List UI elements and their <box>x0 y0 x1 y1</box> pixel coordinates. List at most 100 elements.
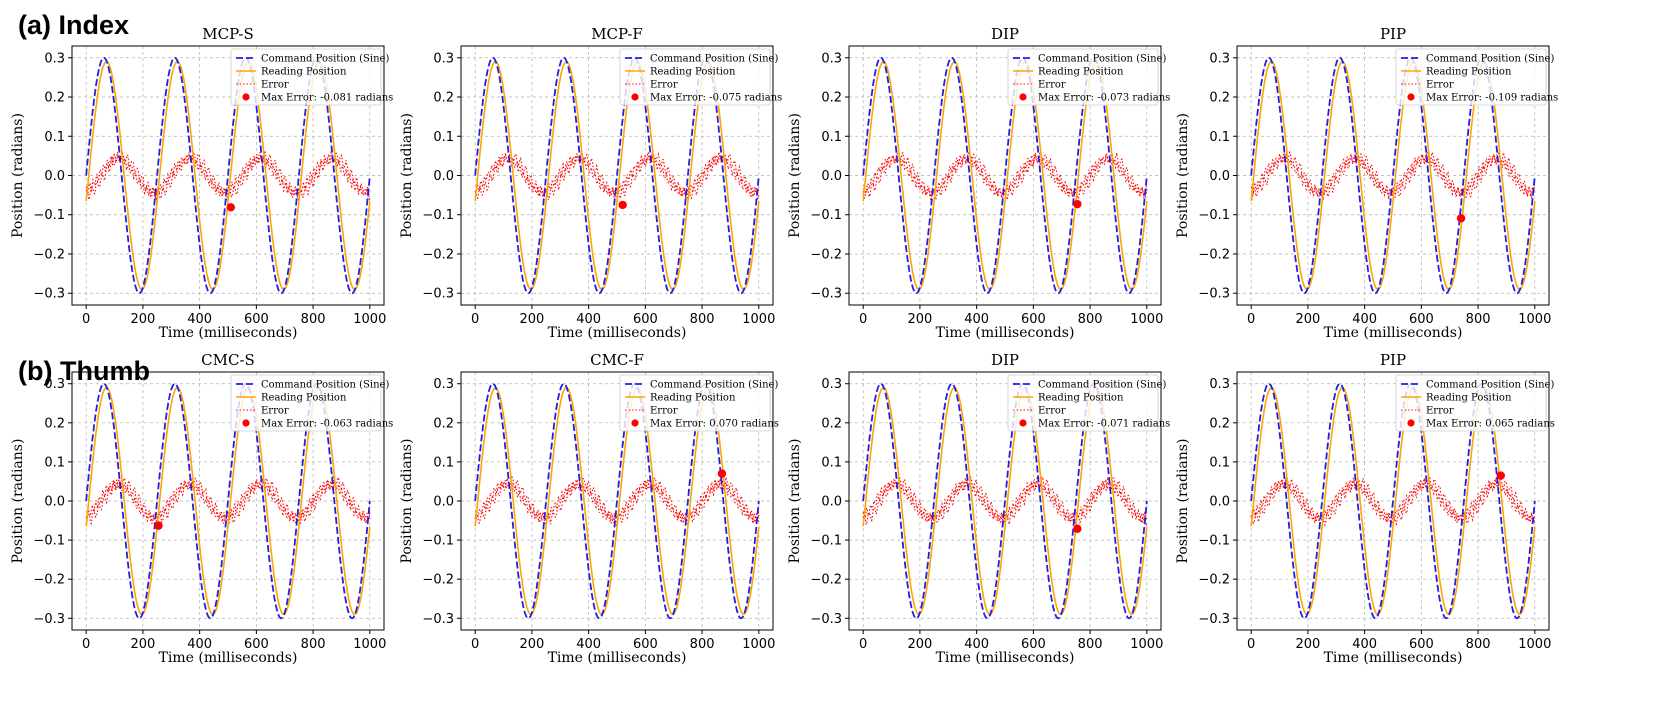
x-tick-label: 800 <box>690 312 715 327</box>
x-axis-label: Time (milliseconds) <box>159 650 298 666</box>
legend-label: Reading Position <box>261 393 347 404</box>
y-tick-label: −0.1 <box>810 208 842 223</box>
x-tick-label: 400 <box>576 312 601 327</box>
y-tick-label: 0.0 <box>433 495 454 510</box>
legend-label: Max Error: 0.065 radians <box>1426 419 1555 430</box>
series-command-position <box>862 56 1148 295</box>
legend-handle-max-error <box>1407 93 1415 101</box>
y-tick-label: −0.1 <box>422 534 454 549</box>
row-label-thumb: (b) Thumb <box>18 356 150 386</box>
x-tick-label: 200 <box>907 637 932 652</box>
y-tick-label: −0.3 <box>33 287 65 302</box>
legend-label: Command Position (Sine) <box>650 380 778 391</box>
legend-label: Max Error: -0.073 radians <box>1038 93 1170 104</box>
x-tick-label: 400 <box>1352 637 1377 652</box>
x-tick-label: 200 <box>130 637 155 652</box>
panel-index-1: 0 200 400 600 800 1000 0.3 0.2 0.1 0.0 −0.1 −0.2 −0.… <box>10 25 393 341</box>
y-tick-label: −0.1 <box>1198 208 1230 223</box>
y-tick-label: −0.3 <box>810 287 842 302</box>
y-tick-label: 0.2 <box>433 416 454 431</box>
x-axis-label: Time (milliseconds) <box>936 325 1075 341</box>
max-error-marker <box>1456 214 1466 223</box>
series-error <box>474 149 760 201</box>
y-tick-label: 0.3 <box>433 377 454 392</box>
max-error-marker <box>226 203 236 212</box>
x-axis-label: Time (milliseconds) <box>159 325 298 341</box>
y-axis-label: Position (radians) <box>787 439 803 564</box>
y-tick-label: 0.3 <box>821 51 842 66</box>
x-axis-label: Time (milliseconds) <box>1324 325 1463 341</box>
panel-thumb-1: 0 200 400 600 800 1000 0.3 0.2 0.1 0.0 −0.1 −0.2 −0.… <box>10 351 393 666</box>
x-tick-label: 200 <box>1295 637 1320 652</box>
x-tick-label: 1000 <box>353 637 386 652</box>
legend-label: Command Position (Sine) <box>261 54 389 65</box>
y-tick-label: 0.3 <box>1209 51 1230 66</box>
x-tick-label: 0 <box>1247 312 1255 327</box>
y-tick-label: 0.2 <box>821 91 842 106</box>
x-axis-label: Time (milliseconds) <box>548 325 687 341</box>
x-tick-label: 0 <box>82 637 90 652</box>
row-label-index: (a) Index <box>18 10 130 40</box>
x-tick-label: 1000 <box>1130 637 1163 652</box>
x-tick-label: 600 <box>633 637 658 652</box>
y-tick-label: 0.0 <box>433 169 454 184</box>
y-tick-label: 0.1 <box>433 455 454 470</box>
x-axis-label: Time (milliseconds) <box>548 650 687 666</box>
chart-title: DIP <box>991 351 1019 369</box>
panel-thumb-2: 0 200 400 600 800 1000 0.3 0.2 0.1 0.0 −0.1 −0.2 −0.… <box>399 351 779 666</box>
y-tick-label: 0.0 <box>1209 169 1230 184</box>
x-tick-label: 200 <box>130 312 155 327</box>
y-tick-label: −0.3 <box>810 612 842 627</box>
x-tick-label: 1000 <box>1518 312 1551 327</box>
x-tick-label: 1000 <box>742 312 775 327</box>
legend-label: Error <box>261 406 289 417</box>
y-tick-label: 0.1 <box>1209 455 1230 470</box>
x-tick-label: 600 <box>1021 637 1046 652</box>
x-tick-label: 600 <box>1409 312 1434 327</box>
y-tick-label: 0.1 <box>433 130 454 145</box>
legend-label: Command Position (Sine) <box>1426 54 1554 65</box>
y-tick-label: −0.3 <box>1198 612 1230 627</box>
y-tick-label: −0.2 <box>422 573 454 588</box>
panel-thumb-4: 0 200 400 600 800 1000 0.3 0.2 0.1 0.0 −0.1 −0.2 −0.… <box>1175 351 1555 666</box>
chart-title: MCP-S <box>202 25 253 43</box>
y-axis-label: Position (radians) <box>1175 439 1191 564</box>
y-tick-label: 0.1 <box>1209 130 1230 145</box>
legend-box <box>1007 374 1159 432</box>
max-error-marker <box>618 200 627 210</box>
y-tick-label: −0.3 <box>1198 287 1230 302</box>
x-tick-label: 1000 <box>353 312 386 327</box>
legend-handle-max-error <box>631 419 639 427</box>
x-tick-label: 200 <box>907 312 932 327</box>
y-axis-label: Position (radians) <box>1175 113 1191 238</box>
legend-label: Command Position (Sine) <box>261 380 389 391</box>
legend-label: Reading Position <box>1426 393 1512 404</box>
legend-box <box>1007 48 1159 106</box>
y-tick-label: −0.2 <box>810 247 842 262</box>
y-tick-label: −0.1 <box>33 208 65 223</box>
y-tick-label: −0.2 <box>1198 573 1230 588</box>
y-tick-label: −0.3 <box>422 612 454 627</box>
x-tick-label: 800 <box>1078 312 1103 327</box>
y-tick-label: 0.2 <box>433 91 454 106</box>
panel-index-4: 0 200 400 600 800 1000 0.3 0.2 0.1 0.0 −0.1 −0.2 −0.… <box>1175 25 1558 341</box>
x-tick-label: 600 <box>1409 637 1434 652</box>
y-tick-label: 0.0 <box>821 495 842 510</box>
y-tick-label: −0.2 <box>33 247 65 262</box>
legend-label: Max Error: -0.109 radians <box>1426 93 1558 104</box>
x-tick-label: 0 <box>471 312 479 327</box>
legend-label: Max Error: -0.081 radians <box>261 93 393 104</box>
legend-box <box>230 48 382 106</box>
legend-label: Error <box>1038 80 1066 91</box>
panel-index-2: 0 200 400 600 800 1000 0.3 0.2 0.1 0.0 −0.1 −0.2 −0.… <box>399 25 782 341</box>
x-tick-label: 600 <box>1021 312 1046 327</box>
y-tick-label: 0.3 <box>44 377 65 392</box>
series-error <box>85 149 371 201</box>
x-tick-label: 0 <box>1247 637 1255 652</box>
x-tick-label: 600 <box>244 637 269 652</box>
x-tick-label: 600 <box>633 312 658 327</box>
series-error-2 <box>1250 152 1536 199</box>
y-tick-label: 0.1 <box>821 130 842 145</box>
series-command-position <box>1250 56 1536 295</box>
y-tick-label: 0.0 <box>1209 495 1230 510</box>
